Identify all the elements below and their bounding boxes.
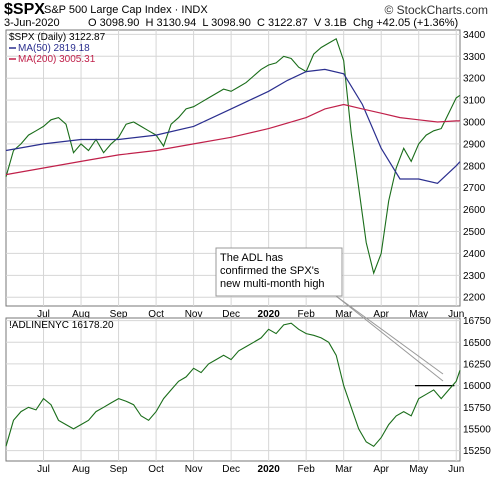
adl-y-tick-label: 16250 — [463, 359, 491, 370]
price-y-tick-label: 2300 — [463, 271, 486, 282]
price-y-tick-label: 3300 — [463, 52, 486, 63]
adl-x-tick-label: Oct — [148, 464, 164, 475]
price-x-tick-label: Aug — [72, 309, 90, 320]
price-x-tick-label: Oct — [148, 309, 164, 320]
annotation-line: confirmed the SPX's — [220, 265, 320, 277]
legend-ma200: MA(200) 3005.31 — [18, 54, 96, 65]
price-legend-main: $SPX (Daily) 3122.87 — [9, 32, 106, 43]
price-y-tick-label: 2400 — [463, 249, 486, 260]
ohlc-readout: O 3098.90 H 3130.94 L 3098.90 C 3122.87 … — [88, 17, 459, 29]
adl-x-tick-label: 2020 — [258, 464, 281, 475]
adl-x-tick-label: Mar — [335, 464, 353, 475]
adl-y-tick-label: 15500 — [463, 424, 491, 435]
price-y-tick-label: 3000 — [463, 118, 486, 129]
adl-x-tick-label: May — [409, 464, 428, 475]
chart-date: 3-Jun-2020 — [4, 17, 60, 29]
price-series--spx — [5, 37, 461, 275]
price-y-tick-label: 2500 — [463, 227, 486, 238]
stockcharts-brand[interactable]: © StockCharts.com — [384, 3, 488, 17]
adl-y-tick-label: 16000 — [463, 381, 491, 392]
price-y-tick-label: 3100 — [463, 96, 486, 107]
adl-x-tick-label: Sep — [110, 464, 128, 475]
adl-panel: 15250 15500 15750 16000 16250 16500 16750 !ADLI… — [5, 316, 491, 475]
adl-y-tick-label: 16500 — [463, 338, 491, 349]
legend-ma50: MA(50) 2819.18 — [18, 43, 90, 54]
annotation-pointer-adl-2 — [335, 295, 444, 375]
chart-symbol: $SPX — [4, 1, 45, 18]
price-y-tick-label: 3200 — [463, 74, 486, 85]
adl-y-tick-label: 16750 — [463, 316, 491, 327]
price-y-tick-label: 2600 — [463, 205, 486, 216]
price-y-tick-label: 2200 — [463, 293, 486, 304]
annotation-line: new multi-month high — [220, 278, 325, 290]
adl-x-tick-label: Feb — [298, 464, 316, 475]
price-x-tick-label: Apr — [373, 309, 389, 320]
annotation-box — [215, 247, 343, 297]
price-panel: 2200 2300 2400 2500 2600 2700 2800 2900 3000 3100… — [5, 29, 486, 320]
adl-y-tick-label: 15250 — [463, 446, 491, 457]
price-x-tick-label: May — [409, 309, 428, 320]
price-x-tick-label: Jun — [448, 309, 464, 320]
price-y-tick-label: 2700 — [463, 183, 486, 194]
adl-frame — [5, 317, 461, 462]
price-x-tick-label: Jul — [37, 309, 50, 320]
adl-x-tick-label: Nov — [185, 464, 203, 475]
price-series-ma-50- — [5, 68, 461, 184]
adl-x-tick-label: Dec — [222, 464, 240, 475]
price-y-tick-label: 2900 — [463, 139, 486, 150]
annotation-pointer-adl — [335, 295, 444, 382]
chart-subtitle: S&P 500 Large Cap Index · INDX — [44, 4, 208, 16]
price-x-tick-label: Feb — [298, 309, 316, 320]
adl-x-tick-label: Jul — [37, 464, 50, 475]
price-x-tick-label: Nov — [185, 309, 203, 320]
price-x-tick-label: Dec — [222, 309, 240, 320]
price-x-tick-label: 2020 — [258, 309, 281, 320]
price-y-tick-label: 2800 — [463, 161, 486, 172]
exchange-name: INDX — [181, 4, 208, 16]
adl-x-tick-label: Aug — [72, 464, 90, 475]
price-y-tick-label: 3400 — [463, 30, 486, 41]
annotation-line: The ADL has — [220, 252, 284, 264]
adl-x-tick-label: Jun — [448, 464, 464, 475]
adl-series--adlinenyc — [5, 322, 461, 448]
adl-legend-main: !ADLINENYC 16178.20 — [9, 320, 114, 331]
price-series-ma-200- — [5, 103, 460, 176]
index-name: S&P 500 Large Cap Index — [44, 4, 172, 16]
price-x-tick-label: Mar — [335, 309, 353, 320]
adl-x-tick-label: Apr — [373, 464, 389, 475]
price-x-tick-label: Sep — [110, 309, 128, 320]
adl-y-tick-label: 15750 — [463, 403, 491, 414]
